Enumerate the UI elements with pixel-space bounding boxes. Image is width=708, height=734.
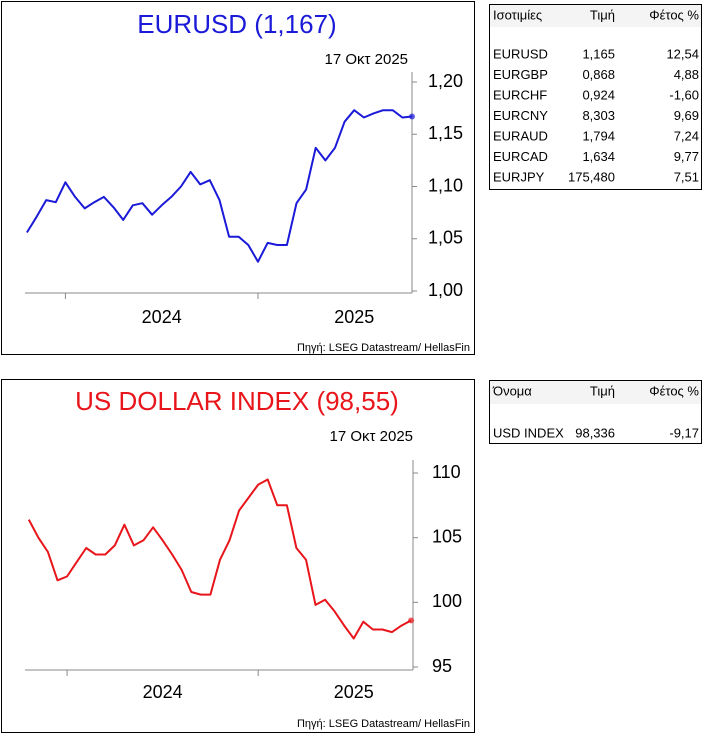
y-tick-label: 105 (432, 526, 462, 546)
y-tick-label: 100 (432, 591, 462, 611)
table-cell: 1,165 (582, 46, 615, 61)
table-header: Τιμή (590, 383, 615, 398)
table-cell: 175,480 (568, 169, 615, 184)
table-cell: EURCNY (493, 108, 548, 123)
table-header: Φέτος % (649, 7, 699, 22)
y-tick-label: 1,15 (428, 123, 463, 143)
table-header-bg (490, 5, 701, 27)
table-cell: EURJPY (493, 169, 545, 184)
table-cell: USD INDEX (493, 425, 564, 440)
table-header: Τιμή (590, 7, 615, 22)
table-cell: -9,17 (669, 425, 699, 440)
table-cell: EURUSD (493, 46, 548, 61)
table-cell: EURCAD (493, 149, 548, 164)
table-cell: 7,51 (674, 169, 699, 184)
table-cell: EURGBP (493, 67, 548, 82)
table-cell: EURCHF (493, 87, 547, 102)
y-tick-label: 1,05 (428, 228, 463, 248)
chart-title: US DOLLAR INDEX (98,55) (75, 386, 399, 416)
last-point (408, 617, 415, 624)
table-cell: 9,69 (674, 108, 699, 123)
table-header: Φέτος % (649, 383, 699, 398)
table-cell: 1,634 (582, 149, 615, 164)
last-point (409, 113, 415, 120)
table-cell: 1,794 (582, 128, 615, 143)
x-tick-label: 2024 (142, 307, 182, 327)
table-frame (489, 380, 702, 444)
x-tick-label: 2024 (143, 682, 183, 702)
y-tick-label: 1,10 (428, 175, 463, 195)
table-header-bg (490, 381, 701, 404)
chart-frame (1, 1, 475, 355)
y-tick-label: 110 (432, 462, 461, 482)
table-header: Ισοτιμίες (493, 7, 542, 22)
table-cell: 12,54 (666, 46, 699, 61)
price-line (27, 478, 412, 640)
table-cell: -1,60 (669, 87, 699, 102)
table-header: Όνομα (492, 383, 532, 398)
price-line (26, 109, 413, 263)
table-cell: 9,77 (674, 149, 699, 164)
table-cell: 0,868 (582, 67, 615, 82)
chart-subtitle: 17 Οκτ 2025 (330, 428, 413, 445)
table-cell: 0,924 (582, 87, 615, 102)
source-note: Πηγή: LSEG Datastream/ HellasFin (297, 342, 470, 354)
y-tick-label: 95 (432, 656, 452, 676)
source-note: Πηγή: LSEG Datastream/ HellasFin (297, 718, 470, 730)
y-tick-label: 1,00 (428, 280, 463, 300)
y-tick-label: 1,20 (428, 71, 463, 91)
x-tick-label: 2025 (334, 682, 374, 702)
table-cell: 98,336 (575, 425, 615, 440)
chart-frame (1, 379, 475, 733)
chart-title: EURUSD (1,167) (137, 9, 336, 39)
x-tick-label: 2025 (334, 307, 374, 327)
table-cell: 8,303 (582, 108, 615, 123)
table-cell: 4,88 (674, 67, 699, 82)
table-cell: 7,24 (674, 128, 699, 143)
chart-subtitle: 17 Οκτ 2025 (325, 51, 408, 68)
table-frame (489, 4, 702, 190)
table-cell: EURAUD (493, 128, 548, 143)
